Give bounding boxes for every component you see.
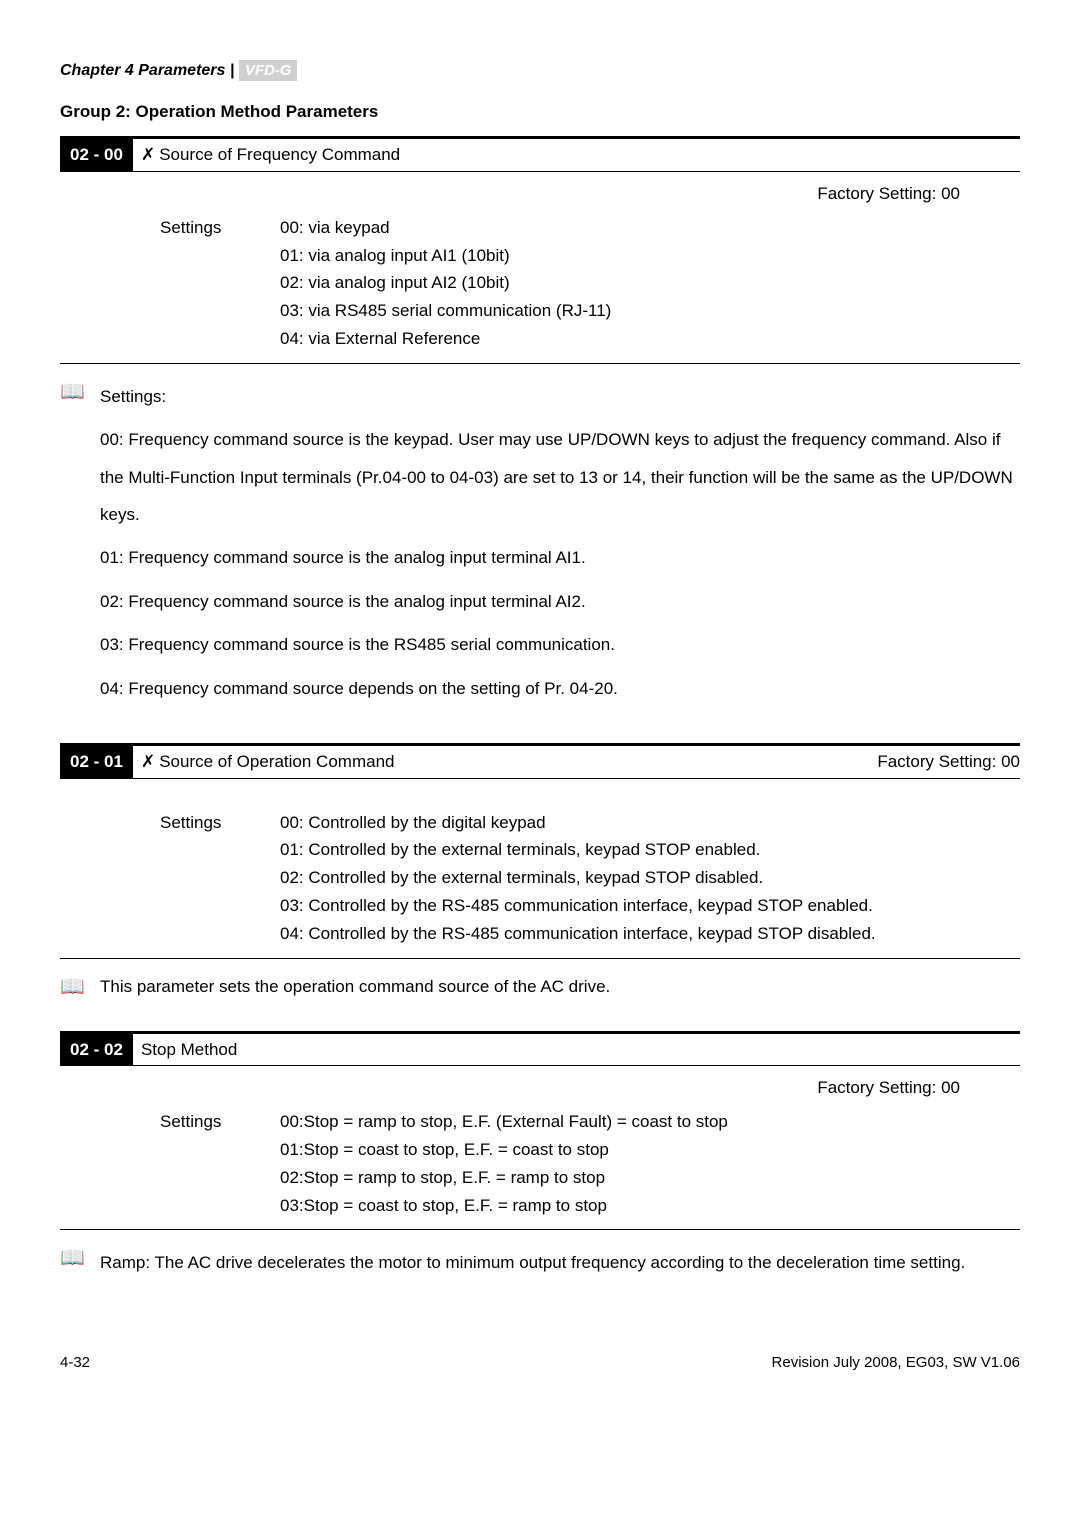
chapter-header: Chapter 4 Parameters | VFD-G	[60, 60, 1020, 82]
setting-option: 00:Stop = ramp to stop, E.F. (External F…	[280, 1110, 728, 1134]
note-item: 02: Frequency command source is the anal…	[100, 583, 1020, 620]
series-badge: VFD-G	[239, 60, 298, 81]
settings-block: Settings 00: via keypad 01: via analog i…	[160, 216, 1020, 355]
setting-option: 03:Stop = coast to stop, E.F. = ramp to …	[280, 1194, 728, 1218]
rule	[60, 1229, 1020, 1230]
factory-setting: Factory Setting: 00	[60, 1076, 960, 1100]
settings-block: Settings 00: Controlled by the digital k…	[160, 811, 1020, 950]
runtime-write-icon: ✗	[141, 750, 155, 774]
book-icon: 📖	[60, 1244, 100, 1272]
settings-label: Settings	[160, 1110, 280, 1221]
page-number: 4-32	[60, 1352, 90, 1373]
param-code: 02 - 02	[60, 1034, 133, 1066]
param-title: ✗ Source of Frequency Command	[133, 139, 1020, 171]
chapter-label: Chapter 4 Parameters	[60, 62, 225, 79]
note-item: 03: Frequency command source is the RS48…	[100, 626, 1020, 663]
settings-list: 00:Stop = ramp to stop, E.F. (External F…	[280, 1110, 728, 1221]
setting-option: 01: via analog input AI1 (10bit)	[280, 244, 611, 268]
settings-list: 00: via keypad 01: via analog input AI1 …	[280, 216, 611, 355]
setting-option: 01: Controlled by the external terminals…	[280, 838, 876, 862]
param-0200-header: 02 - 00 ✗ Source of Frequency Command	[60, 136, 1020, 172]
rule	[60, 363, 1020, 364]
param-0201-header: 02 - 01 ✗ Source of Operation Command Fa…	[60, 743, 1020, 779]
setting-option: 04: Controlled by the RS-485 communicati…	[280, 922, 876, 946]
book-icon: 📖	[60, 378, 100, 406]
note-body: Settings: 00: Frequency command source i…	[100, 378, 1020, 713]
note-row: 📖 This parameter sets the operation comm…	[60, 973, 1020, 1001]
separator: |	[230, 62, 234, 79]
rule	[60, 958, 1020, 959]
settings-list: 00: Controlled by the digital keypad 01:…	[280, 811, 876, 950]
revision-text: Revision July 2008, EG03, SW V1.06	[772, 1352, 1020, 1373]
setting-option: 00: Controlled by the digital keypad	[280, 811, 876, 835]
factory-setting: Factory Setting: 00	[60, 182, 960, 206]
book-icon: 📖	[60, 973, 100, 1001]
param-0202-header: 02 - 02 Stop Method	[60, 1031, 1020, 1067]
setting-option: 02: Controlled by the external terminals…	[280, 866, 876, 890]
factory-setting: Factory Setting: 00	[877, 746, 1020, 778]
note-text: Ramp: The AC drive decelerates the motor…	[100, 1244, 1020, 1281]
param-title-text: Source of Operation Command	[159, 750, 394, 774]
group-title: Group 2: Operation Method Parameters	[60, 100, 1020, 124]
param-title-text: Stop Method	[141, 1038, 237, 1062]
setting-option: 04: via External Reference	[280, 327, 611, 351]
param-code: 02 - 00	[60, 139, 133, 171]
param-title-text: Source of Frequency Command	[159, 143, 400, 167]
setting-option: 03: Controlled by the RS-485 communicati…	[280, 894, 876, 918]
note-item: 01: Frequency command source is the anal…	[100, 539, 1020, 576]
setting-option: 02:Stop = ramp to stop, E.F. = ramp to s…	[280, 1166, 728, 1190]
note-item: 04: Frequency command source depends on …	[100, 670, 1020, 707]
settings-label: Settings	[160, 216, 280, 355]
settings-block: Settings 00:Stop = ramp to stop, E.F. (E…	[160, 1110, 1020, 1221]
setting-option: 02: via analog input AI2 (10bit)	[280, 271, 611, 295]
param-title: ✗ Source of Operation Command	[133, 746, 877, 778]
param-code: 02 - 01	[60, 746, 133, 778]
page-footer: 4-32 Revision July 2008, EG03, SW V1.06	[60, 1352, 1020, 1373]
setting-option: 00: via keypad	[280, 216, 611, 240]
setting-option: 01:Stop = coast to stop, E.F. = coast to…	[280, 1138, 728, 1162]
runtime-write-icon: ✗	[141, 143, 155, 167]
notes-heading: Settings:	[100, 378, 1020, 415]
note-row: 📖 Settings: 00: Frequency command source…	[60, 378, 1020, 713]
param-title: Stop Method	[133, 1034, 1020, 1066]
note-item: 00: Frequency command source is the keyp…	[100, 421, 1020, 533]
settings-label: Settings	[160, 811, 280, 950]
note-text: This parameter sets the operation comman…	[100, 973, 1020, 1000]
setting-option: 03: via RS485 serial communication (RJ-1…	[280, 299, 611, 323]
note-row: 📖 Ramp: The AC drive decelerates the mot…	[60, 1244, 1020, 1281]
